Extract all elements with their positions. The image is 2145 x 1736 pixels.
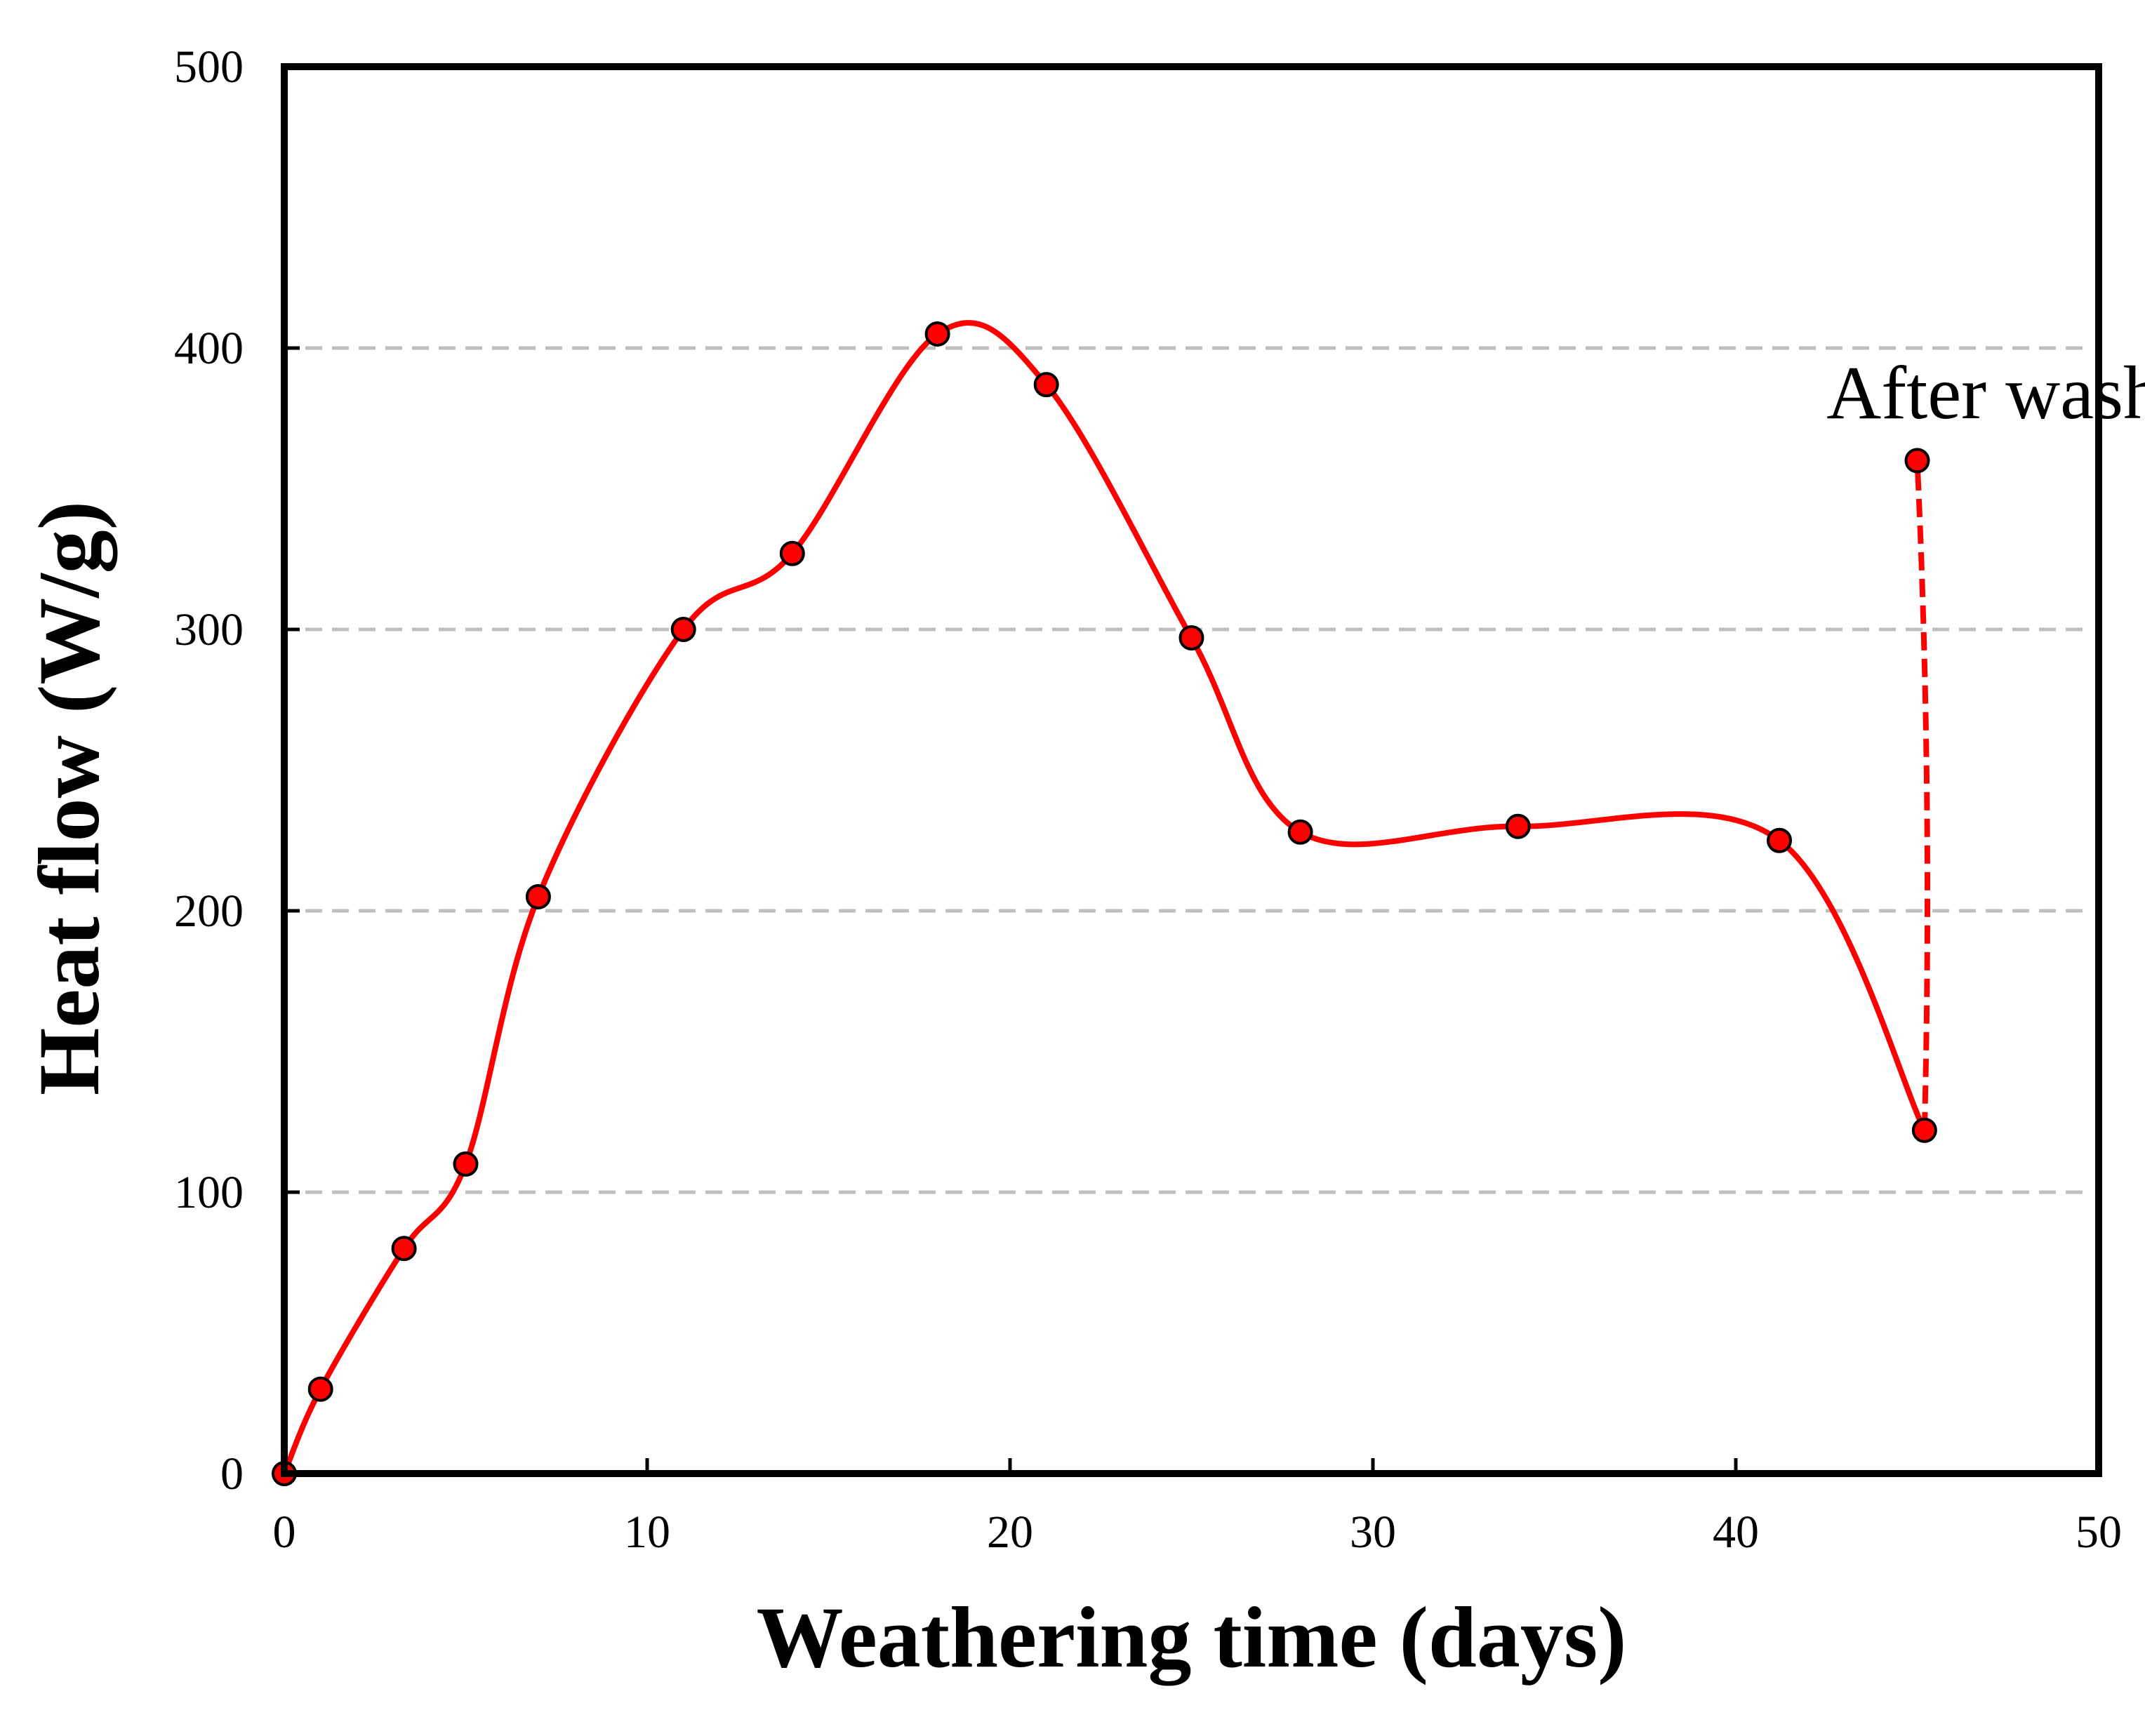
- data-point-weathering: [924, 321, 950, 347]
- y-tick-label-100: 100: [174, 1167, 244, 1218]
- data-point-weathering: [453, 1151, 479, 1177]
- x-tick-label-30: 30: [1350, 1507, 1396, 1558]
- data-point-weathering: [1033, 372, 1059, 398]
- data-point-weathering: [391, 1236, 417, 1262]
- y-tick-label-500: 500: [174, 41, 244, 93]
- data-point-weathering: [779, 540, 805, 566]
- data-point-weathering: [1767, 827, 1793, 853]
- data-point-weathering: [307, 1376, 333, 1402]
- x-tick-label-50: 50: [2076, 1507, 2122, 1558]
- y-axis-title: Heat flow (W/g): [21, 501, 118, 1095]
- series-line-after-washing: [1914, 460, 1931, 1130]
- grid-lines: [305, 346, 2092, 1194]
- plot-frame: [281, 63, 2102, 1477]
- x-axis-title: Weathering time (days): [757, 1589, 1627, 1686]
- data-markers: [272, 321, 1937, 1486]
- data-point-weathering: [1505, 813, 1531, 839]
- y-tick-label-0: 0: [220, 1448, 244, 1500]
- y-tick-label-300: 300: [174, 604, 244, 655]
- after-washing-annotation: After washing: [1826, 352, 2145, 435]
- data-point-weathering: [1178, 625, 1204, 651]
- x-tick-label-40: 40: [1713, 1507, 1759, 1558]
- data-point-weathering: [1911, 1117, 1937, 1143]
- x-tick-label-0: 0: [273, 1507, 296, 1558]
- x-tick-label-10: 10: [624, 1507, 670, 1558]
- y-tick-label-200: 200: [174, 886, 244, 937]
- data-point-weathering: [670, 617, 696, 642]
- y-tick-label-400: 400: [174, 323, 244, 374]
- data-point-weathering: [525, 883, 551, 909]
- data-point-weathering: [1287, 819, 1313, 845]
- x-tick-label-20: 20: [987, 1507, 1033, 1558]
- data-point-after-washing: [1904, 448, 1930, 474]
